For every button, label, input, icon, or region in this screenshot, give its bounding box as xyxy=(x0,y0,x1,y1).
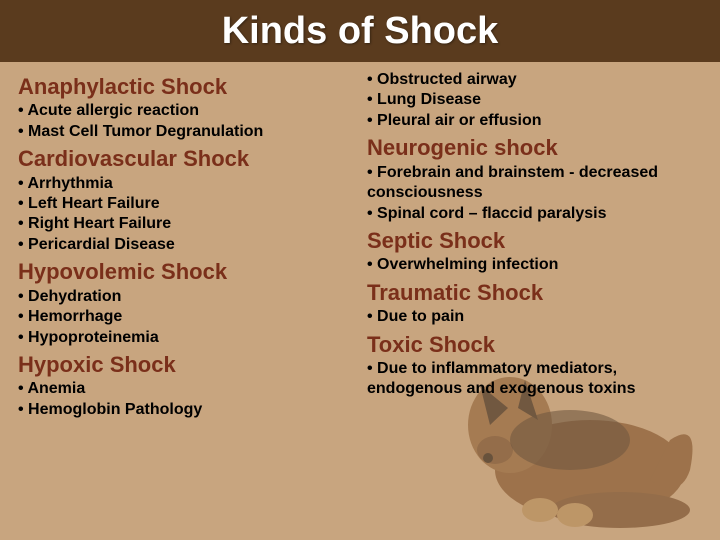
bullet-item: Forebrain and brainstem - decreased cons… xyxy=(367,163,702,204)
left-column: Anaphylactic Shock Acute allergic reacti… xyxy=(18,70,353,420)
heading-toxic: Toxic Shock xyxy=(367,332,702,357)
right-column: Obstructed airway Lung Disease Pleural a… xyxy=(367,70,702,420)
bullet-item: Hypoproteinemia xyxy=(18,328,353,348)
slide-title: Kinds of Shock xyxy=(222,10,499,53)
heading-traumatic: Traumatic Shock xyxy=(367,280,702,305)
heading-neurogenic: Neurogenic shock xyxy=(367,135,702,160)
bullet-item: Pleural air or effusion xyxy=(367,111,702,131)
bullet-item: Anemia xyxy=(18,379,353,399)
bullet-item: Right Heart Failure xyxy=(18,214,353,234)
heading-hypovolemic: Hypovolemic Shock xyxy=(18,259,353,284)
bullet-item: Overwhelming infection xyxy=(367,255,702,275)
bullet-item: Arrhythmia xyxy=(18,174,353,194)
bullet-item: Due to inflammatory mediators, endogenou… xyxy=(367,359,702,400)
bullet-item: Lung Disease xyxy=(367,90,702,110)
title-bar: Kinds of Shock xyxy=(0,0,720,62)
heading-septic: Septic Shock xyxy=(367,228,702,253)
content-area: Anaphylactic Shock Acute allergic reacti… xyxy=(0,62,720,420)
bullet-item: Spinal cord – flaccid paralysis xyxy=(367,204,702,224)
bullet-item: Dehydration xyxy=(18,287,353,307)
heading-hypoxic: Hypoxic Shock xyxy=(18,352,353,377)
bullet-item: Acute allergic reaction xyxy=(18,101,353,121)
heading-cardiovascular: Cardiovascular Shock xyxy=(18,146,353,171)
bullet-item: Left Heart Failure xyxy=(18,194,353,214)
bullet-item: Hemoglobin Pathology xyxy=(18,400,353,420)
bullet-item: Hemorrhage xyxy=(18,307,353,327)
bullet-item: Mast Cell Tumor Degranulation xyxy=(18,122,353,142)
heading-anaphylactic: Anaphylactic Shock xyxy=(18,74,353,99)
bullet-item: Due to pain xyxy=(367,307,702,327)
bullet-item: Pericardial Disease xyxy=(18,235,353,255)
bullet-item: Obstructed airway xyxy=(367,70,702,90)
